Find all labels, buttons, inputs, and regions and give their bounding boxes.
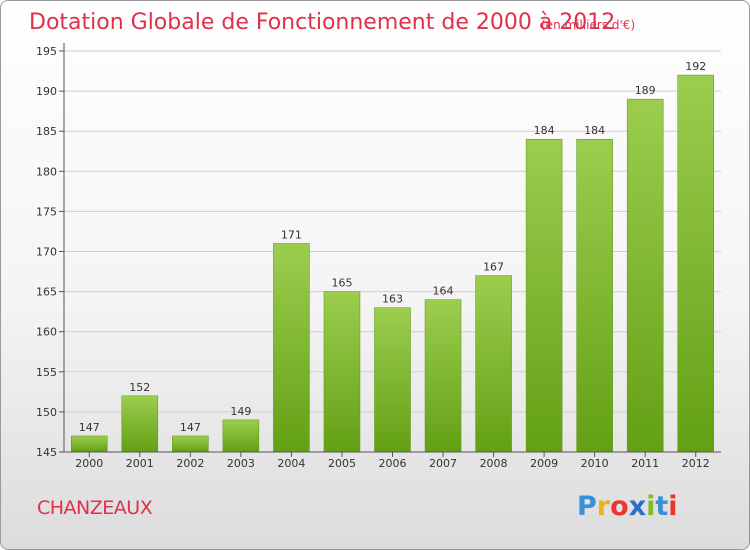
- x-tick-label-2007: 2007: [429, 457, 457, 470]
- y-tick-label: 150: [36, 406, 57, 419]
- x-tick-label-2002: 2002: [176, 457, 204, 470]
- bar-2001: [121, 395, 159, 453]
- proxiti-logo: Proxiti: [577, 491, 678, 525]
- data-label-2005: 165: [331, 277, 352, 290]
- x-tick-label-2005: 2005: [328, 457, 356, 470]
- axes: 145 150 155 160 165 170 175 180 185 190 195 2000 200…: [36, 43, 721, 470]
- y-tick-label: 175: [36, 205, 57, 218]
- logo-letter: x: [628, 491, 647, 522]
- y-tick-label: 155: [36, 366, 57, 379]
- bar-2006: [374, 307, 411, 453]
- bar-2005: [323, 291, 361, 453]
- logo-letter: t: [655, 491, 669, 522]
- chart-title: Dotation Globale de Fonctionnement de 20…: [29, 10, 615, 35]
- logo-letter: i: [646, 491, 656, 522]
- y-tick-label: 165: [36, 286, 57, 299]
- logo-letter: P: [577, 491, 597, 522]
- bars: 147 152 147 149 171 165 163 164 167 184 184 189 192: [71, 60, 714, 453]
- x-tick-label-2000: 2000: [75, 457, 103, 470]
- data-label-2006: 163: [382, 293, 403, 306]
- x-tick-label-2001: 2001: [126, 457, 154, 470]
- x-tick-label-2004: 2004: [277, 457, 305, 470]
- x-tick-label-2003: 2003: [227, 457, 255, 470]
- bar-2007: [424, 299, 462, 453]
- data-label-2008: 167: [483, 261, 504, 274]
- bar-2010: [576, 138, 613, 453]
- logo-letter: r: [596, 491, 611, 522]
- y-tick-label: 195: [36, 45, 57, 58]
- logo-letter: o: [610, 491, 629, 522]
- data-label-2011: 189: [635, 84, 656, 97]
- y-tick-label: 170: [36, 246, 57, 259]
- x-tick-label-2010: 2010: [581, 457, 609, 470]
- chart-subtitle: (en milliers d'€): [541, 18, 635, 32]
- data-label-2003: 149: [230, 405, 251, 418]
- bar-2003: [222, 419, 260, 453]
- data-label-2001: 152: [129, 381, 150, 394]
- data-label-2010: 184: [584, 124, 605, 137]
- data-label-2002: 147: [180, 421, 201, 434]
- y-tick-label: 185: [36, 125, 57, 138]
- data-label-2009: 184: [534, 124, 555, 137]
- x-tick-label-2011: 2011: [631, 457, 659, 470]
- bar-2009: [525, 138, 563, 453]
- bar-2012: [677, 74, 714, 453]
- x-tick-label-2006: 2006: [379, 457, 407, 470]
- data-label-2007: 164: [433, 285, 454, 298]
- y-tick-label: 180: [36, 165, 57, 178]
- data-label-2012: 192: [685, 60, 706, 73]
- y-tick-label: 190: [36, 85, 57, 98]
- gridlines: [64, 50, 721, 453]
- bar-2011: [626, 98, 664, 453]
- x-tick-label-2009: 2009: [530, 457, 558, 470]
- x-tick-label-2008: 2008: [480, 457, 508, 470]
- y-tick-label: 160: [36, 326, 57, 339]
- bar-2008: [475, 275, 512, 453]
- bar-2002: [172, 435, 209, 453]
- data-label-2004: 171: [281, 228, 302, 241]
- commune-name: CHANZEAUX: [37, 497, 153, 519]
- logo-letter: i: [668, 491, 678, 522]
- bar-2000: [71, 435, 108, 453]
- data-label-2000: 147: [79, 421, 100, 434]
- y-tick-label: 145: [36, 446, 57, 459]
- bar-2004: [273, 243, 310, 453]
- x-tick-label-2012: 2012: [682, 457, 710, 470]
